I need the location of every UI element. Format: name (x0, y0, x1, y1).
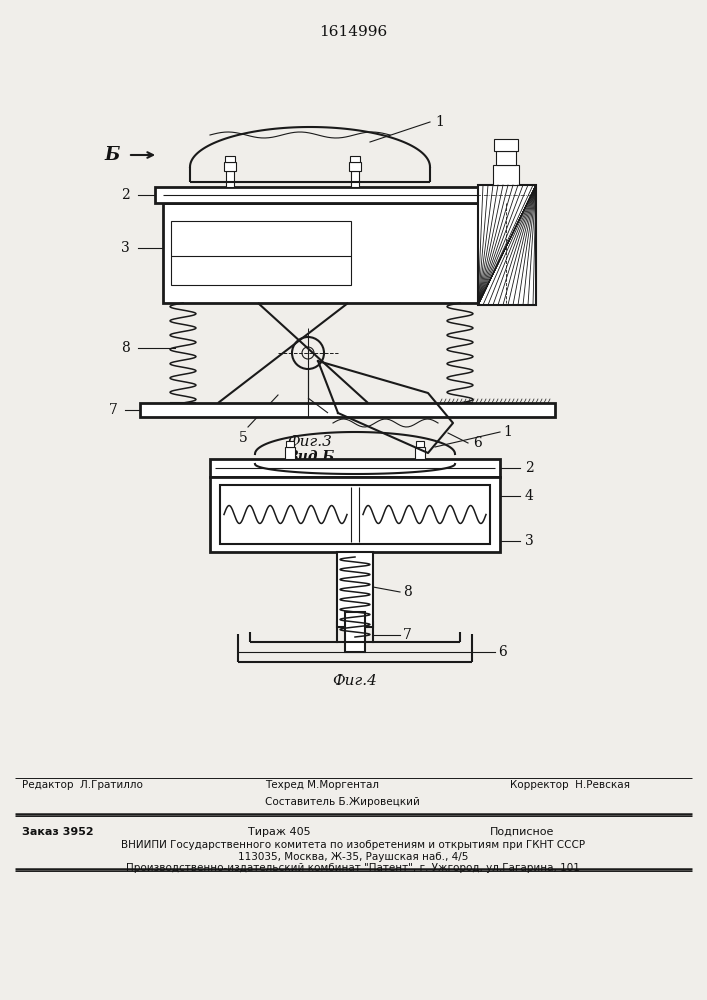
Text: 4: 4 (525, 489, 534, 503)
Text: Редактор  Л.Гратилло: Редактор Л.Гратилло (22, 780, 143, 790)
Bar (494, 139, 518, 151)
Bar (226, 171, 234, 187)
Bar (155, 187, 485, 203)
Bar (163, 203, 478, 303)
Bar (478, 185, 536, 305)
Text: 7: 7 (109, 403, 118, 417)
Text: 1: 1 (435, 115, 444, 129)
Text: Фиг.3: Фиг.3 (288, 435, 332, 449)
Text: Корректор  Н.Ревская: Корректор Н.Ревская (510, 780, 630, 790)
Text: Составитель Б.Жировецкий: Составитель Б.Жировецкий (265, 797, 420, 807)
Bar (210, 477, 500, 552)
Text: Фиг.4: Фиг.4 (332, 674, 378, 688)
Text: Б: Б (105, 146, 120, 164)
Bar (351, 171, 359, 187)
Text: Вид Б: Вид Б (286, 450, 334, 464)
Text: 6: 6 (498, 645, 507, 659)
Bar (220, 485, 490, 544)
Text: 8: 8 (403, 585, 411, 599)
Text: 5: 5 (239, 431, 247, 445)
Bar (337, 552, 373, 627)
Bar (140, 403, 555, 417)
Text: 113035, Москва, Ж-35, Раушская наб., 4/5: 113035, Москва, Ж-35, Раушская наб., 4/5 (238, 852, 468, 862)
Text: 1: 1 (503, 425, 512, 439)
Text: ВНИИПИ Государственного комитета по изобретениям и открытиям при ГКНТ СССР: ВНИИПИ Государственного комитета по изоб… (121, 840, 585, 850)
Text: 2: 2 (525, 461, 534, 475)
Bar (349, 162, 361, 171)
Bar (350, 156, 360, 162)
Text: Производственно-издательский комбинат "Патент", г. Ужгород, ул.Гагарина, 101: Производственно-издательский комбинат "П… (126, 863, 580, 873)
Bar (496, 151, 516, 165)
Text: Тираж 405: Тираж 405 (248, 827, 310, 837)
Text: 8: 8 (121, 341, 130, 355)
Text: 3: 3 (121, 241, 130, 255)
Text: 6: 6 (473, 436, 481, 450)
Bar (224, 162, 236, 171)
Text: 3: 3 (525, 534, 534, 548)
Bar (225, 156, 235, 162)
Bar (171, 221, 351, 285)
Text: 1614996: 1614996 (319, 25, 387, 39)
Bar (345, 612, 365, 652)
Text: 2: 2 (121, 188, 130, 202)
Text: Заказ 3952: Заказ 3952 (22, 827, 93, 837)
Bar (415, 447, 425, 459)
Bar (285, 447, 295, 459)
Text: Техред М.Моргентал: Техред М.Моргентал (265, 780, 379, 790)
Bar (416, 441, 424, 447)
Bar (286, 441, 294, 447)
Text: 7: 7 (403, 628, 412, 642)
Bar (210, 459, 500, 477)
Text: Подписное: Подписное (490, 827, 554, 837)
Bar (493, 165, 519, 185)
